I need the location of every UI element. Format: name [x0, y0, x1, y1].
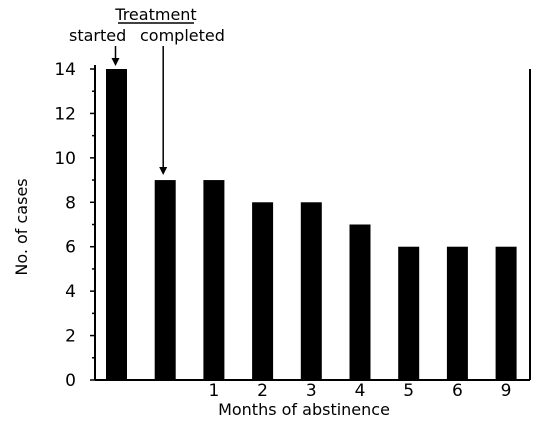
- bar-7: [446, 246, 468, 380]
- y-ticks-group: 0 2 4 6 8 10 12 14: [54, 60, 95, 391]
- bar-6: [398, 246, 420, 380]
- y-axis-title: No. of cases: [12, 178, 31, 275]
- treatment-heading: Treatment: [114, 5, 196, 24]
- y-tick-label-8: 8: [65, 193, 76, 213]
- bar-8: [495, 246, 517, 380]
- completed-label: completed: [140, 26, 225, 45]
- bar-3: [252, 202, 274, 380]
- x-tick-label-5: 5: [403, 381, 414, 401]
- y-tick-label-4: 4: [65, 282, 76, 302]
- bar-0: [106, 69, 127, 380]
- y-tick-label-0: 0: [65, 371, 76, 391]
- x-tick-label-2: 2: [257, 381, 268, 401]
- x-ticks-group: 123456912: [208, 381, 512, 401]
- bar-5: [349, 224, 371, 380]
- x-axis-title: Months of abstinence: [218, 400, 390, 419]
- started-label: started: [69, 26, 126, 45]
- y-tick-label-2: 2: [65, 327, 76, 347]
- annotation-arrows: [111, 46, 168, 175]
- x-tick-label-3: 3: [306, 381, 317, 401]
- x-tick-label-1: 1: [208, 381, 219, 401]
- y-tick-label-14: 14: [54, 60, 76, 80]
- bar-1: [154, 180, 176, 380]
- x-tick-label-6: 6: [452, 381, 463, 401]
- bar-2: [203, 180, 225, 380]
- x-tick-label-4: 4: [355, 381, 366, 401]
- y-tick-label-12: 12: [54, 104, 76, 124]
- completed-arrow: [159, 46, 168, 175]
- started-arrow: [111, 46, 120, 66]
- y-tick-label-10: 10: [54, 149, 76, 169]
- x-tick-label-9: 9: [501, 381, 512, 401]
- bars-group: [106, 69, 517, 380]
- y-tick-label-6: 6: [65, 238, 76, 258]
- bar-4: [300, 202, 322, 380]
